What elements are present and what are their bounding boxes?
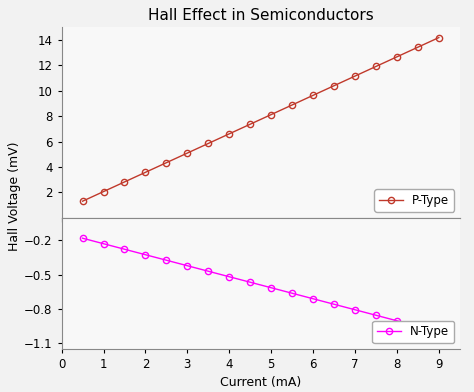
P-Type: [164, 160, 169, 165]
P-Type: [247, 122, 253, 127]
N-Type: [373, 313, 379, 318]
X-axis label: Current (mA): Current (mA): [220, 376, 301, 390]
Line: N-Type: N-Type: [80, 235, 442, 335]
P-Type: [227, 131, 232, 136]
P-Type: [205, 141, 211, 146]
N-Type: [310, 296, 316, 301]
N-Type: [227, 274, 232, 279]
Legend: P-Type: P-Type: [374, 189, 454, 212]
N-Type: [247, 280, 253, 285]
P-Type: [100, 189, 106, 194]
P-Type: [331, 83, 337, 88]
P-Type: [352, 74, 358, 78]
N-Type: [289, 291, 295, 296]
P-Type: [394, 54, 400, 59]
Line: P-Type: P-Type: [80, 34, 442, 204]
P-Type: [80, 199, 85, 203]
N-Type: [436, 329, 442, 334]
Title: Hall Effect in Semiconductors: Hall Effect in Semiconductors: [148, 9, 374, 24]
N-Type: [205, 269, 211, 274]
P-Type: [415, 45, 421, 49]
P-Type: [143, 170, 148, 175]
N-Type: [80, 236, 85, 241]
N-Type: [164, 258, 169, 263]
N-Type: [394, 318, 400, 323]
Legend: N-Type: N-Type: [372, 321, 454, 343]
N-Type: [352, 307, 358, 312]
P-Type: [268, 112, 274, 117]
P-Type: [289, 103, 295, 107]
P-Type: [184, 151, 190, 155]
P-Type: [436, 35, 442, 40]
N-Type: [100, 241, 106, 246]
P-Type: [373, 64, 379, 69]
N-Type: [143, 252, 148, 257]
N-Type: [415, 324, 421, 328]
P-Type: [310, 93, 316, 98]
N-Type: [184, 263, 190, 268]
N-Type: [268, 285, 274, 290]
N-Type: [331, 302, 337, 307]
P-Type: [122, 180, 128, 184]
Text: Hall Voltage (mV): Hall Voltage (mV): [8, 141, 21, 251]
N-Type: [122, 247, 128, 252]
